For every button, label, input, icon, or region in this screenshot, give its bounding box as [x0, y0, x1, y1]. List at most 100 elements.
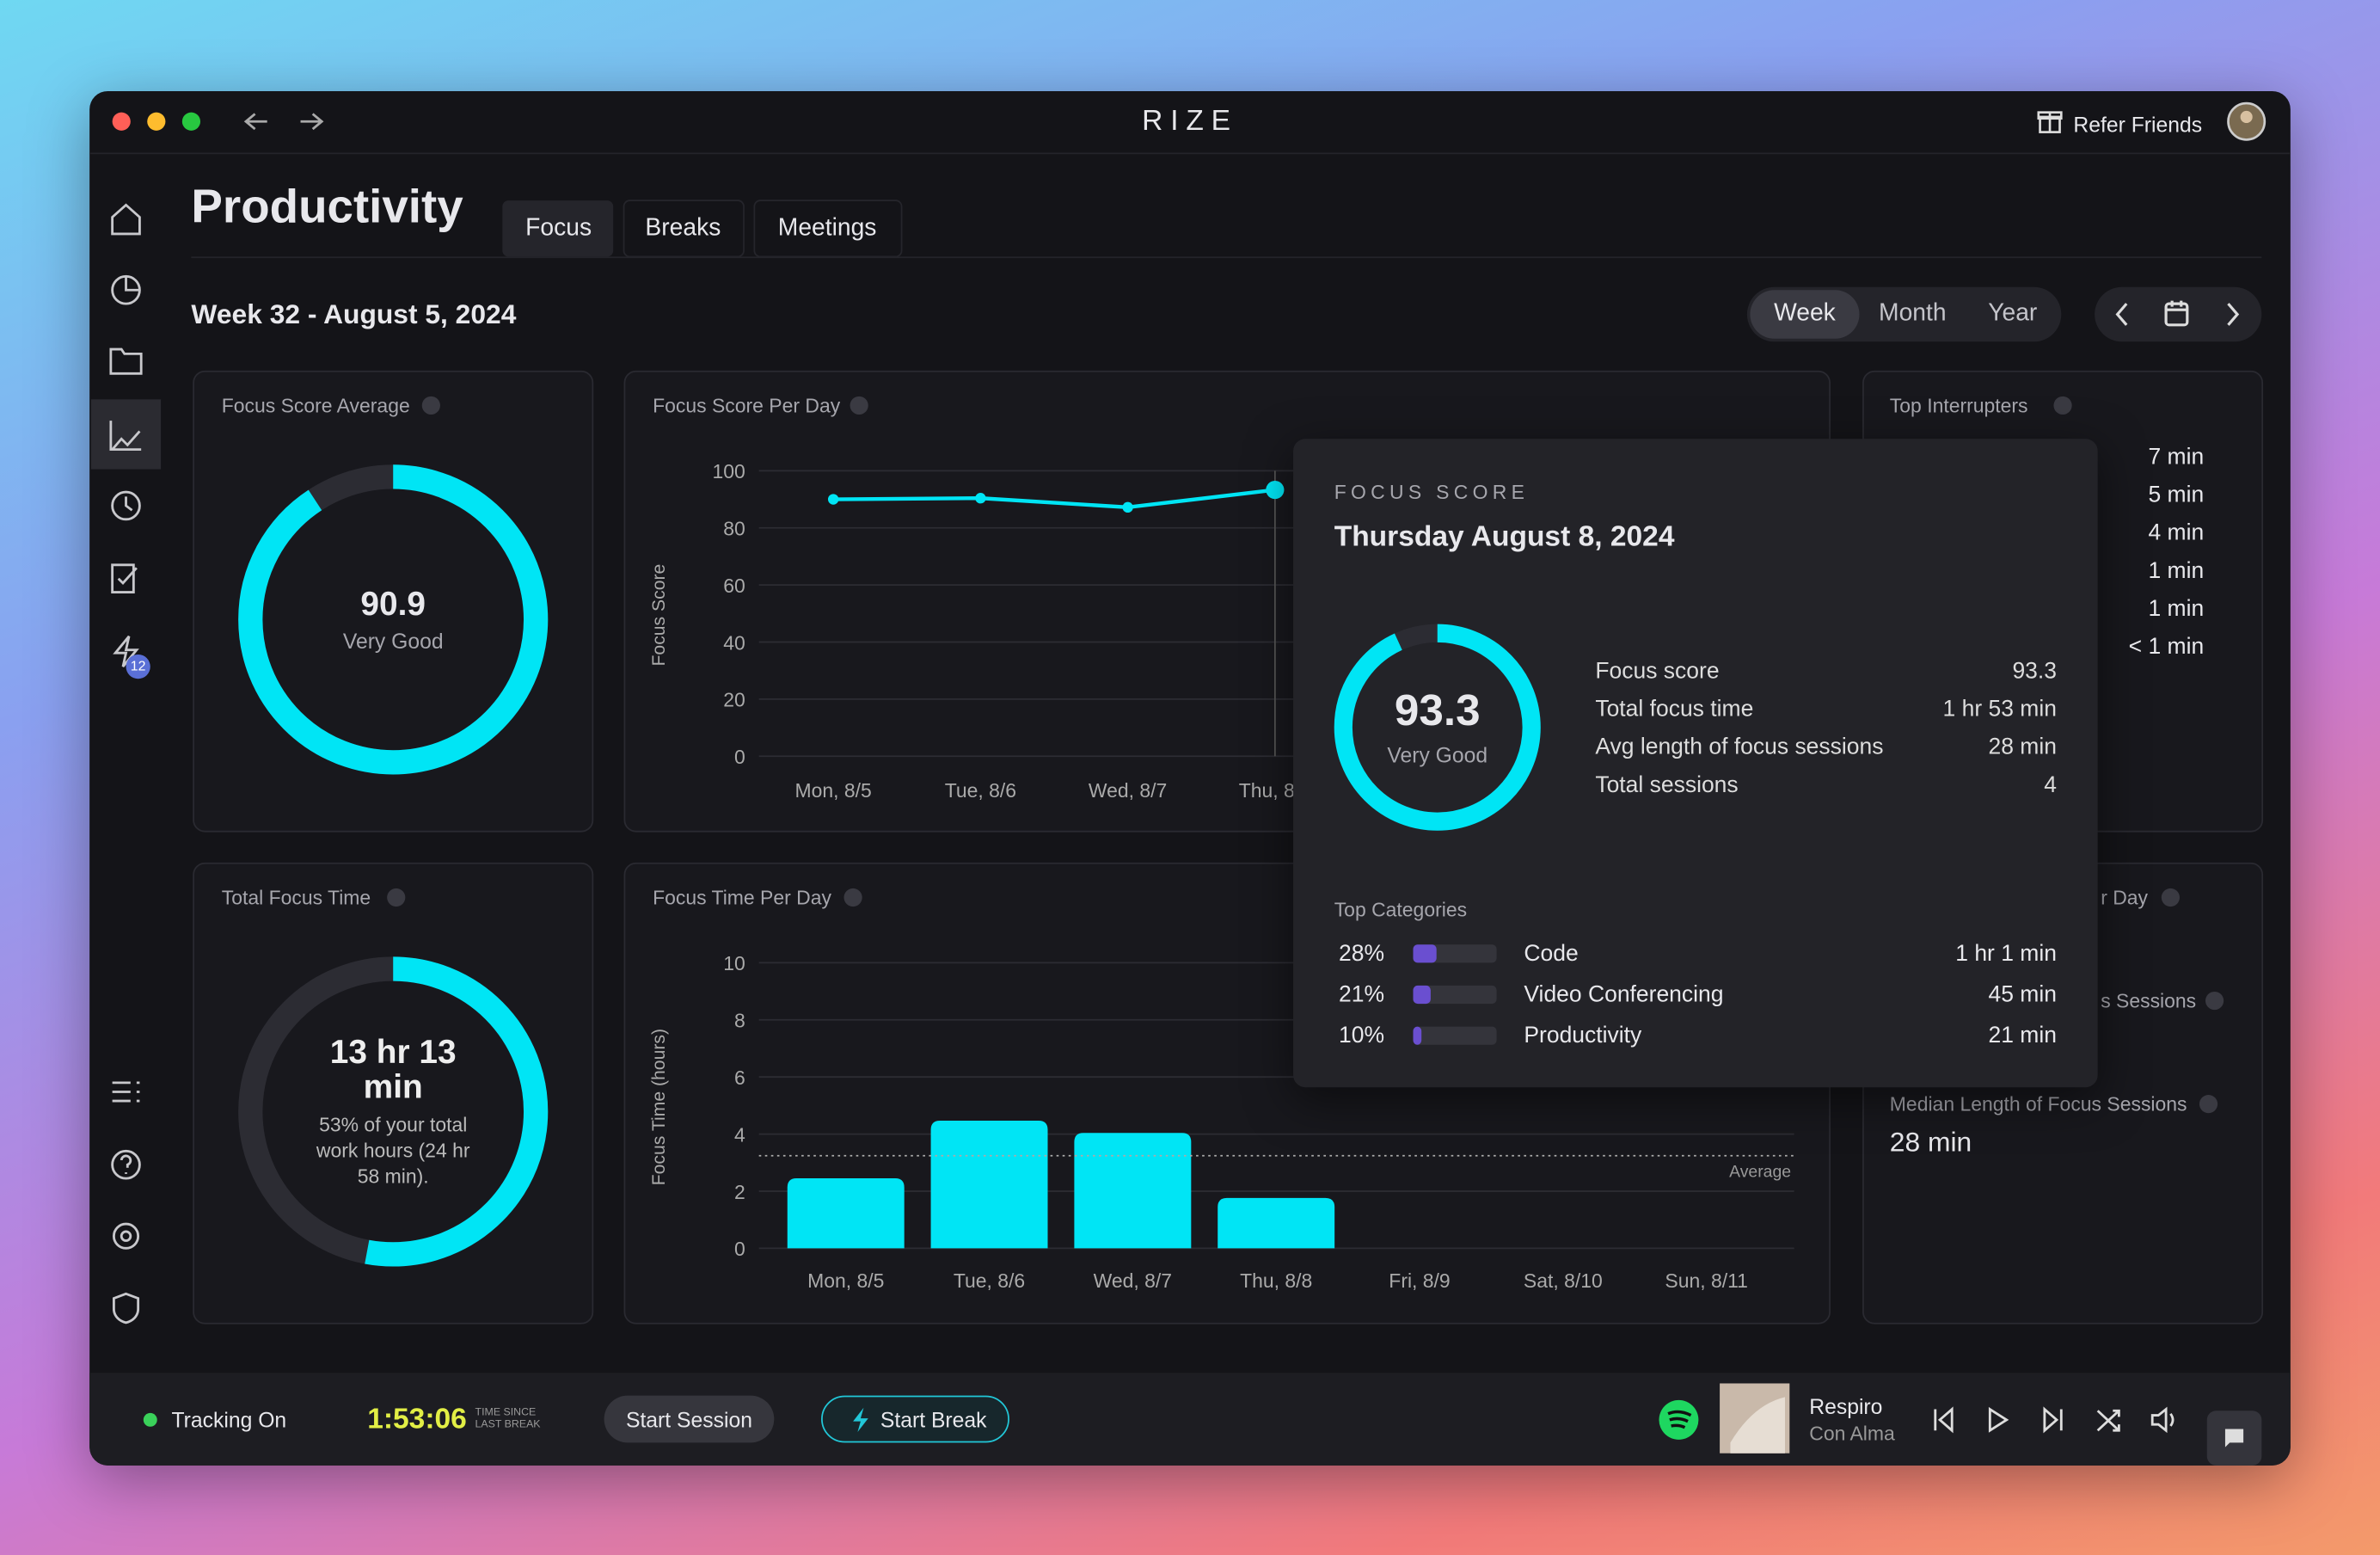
range-label[interactable]: Week — [1774, 300, 1836, 327]
previous-track[interactable] — [1934, 1406, 1954, 1434]
category-name: Productivity — [1524, 1023, 1642, 1049]
refer-link[interactable]: Refer Friends — [2073, 112, 2203, 137]
badge-count: 12 — [130, 658, 146, 674]
line — [833, 488, 1276, 510]
y-tick-label: 8 — [734, 1010, 745, 1032]
minimize-button[interactable] — [147, 112, 166, 131]
tab-label[interactable]: Meetings — [777, 215, 877, 242]
category-percent: 10% — [1339, 1023, 1385, 1049]
y-tick-label: 2 — [734, 1181, 745, 1203]
song-artist: Con Alma — [1809, 1422, 1895, 1445]
interrupter-time: 5 min — [2148, 482, 2205, 508]
category-percent: 21% — [1339, 981, 1385, 1008]
tooltip-date: Thursday August 8, 2024 — [1334, 521, 1675, 554]
button-label[interactable]: Start Break — [880, 1407, 987, 1432]
zoom-button[interactable] — [181, 112, 201, 131]
categories-title: Top Categories — [1334, 898, 1468, 921]
y-axis-label: Focus Score — [649, 564, 669, 667]
bar — [930, 1120, 1048, 1249]
category-bar — [1413, 1026, 1422, 1045]
prev-button[interactable] — [2115, 303, 2128, 326]
y-tick-label: 20 — [723, 689, 745, 711]
category-bar — [1413, 985, 1431, 1005]
tasks-icon[interactable] — [111, 563, 138, 594]
bar — [787, 1178, 905, 1249]
category-bar — [1413, 944, 1437, 963]
tab-active[interactable] — [502, 200, 614, 257]
card-title: Focus Score Per Day — [653, 394, 841, 417]
start-break-button[interactable] — [821, 1395, 1009, 1443]
note: of your total work hours (24 hr 58 min). — [316, 1113, 470, 1188]
point — [1122, 501, 1133, 513]
productivity-icon[interactable] — [109, 421, 142, 452]
stat-value: 1 hr 53 min — [1942, 696, 2057, 722]
bar — [1074, 1133, 1192, 1249]
interrupter-time: 4 min — [2148, 519, 2205, 546]
forward-button[interactable] — [300, 113, 324, 131]
y-tick-label: 40 — [723, 631, 745, 654]
timer-caption: TIME SINCE LAST BREAK — [475, 1407, 541, 1431]
tooltip-heading: FOCUS SCORE — [1334, 480, 1530, 504]
tracking-status: Tracking On — [171, 1407, 287, 1432]
back-button[interactable] — [243, 113, 267, 131]
stat-value: 28 min — [1889, 1127, 1972, 1158]
play[interactable] — [1988, 1406, 2009, 1433]
card-title: Focus Score Average — [221, 394, 410, 417]
range-label[interactable]: Month — [1879, 300, 1947, 327]
x-tick-label: Sat, 8/10 — [1524, 1269, 1603, 1292]
average-label: Average — [1729, 1163, 1791, 1182]
focus-time-note: 53% of your total work hours (24 hr 58 m… — [310, 1111, 476, 1189]
stat-label: Median Length of Focus Sessions — [1889, 1092, 2187, 1116]
interrupter-time: 1 min — [2148, 557, 2205, 584]
settings-icon[interactable] — [112, 1222, 140, 1250]
point — [975, 493, 986, 504]
stat-label: Avg length of focus sessions — [1595, 734, 1884, 760]
ring-value — [1334, 624, 1541, 831]
start-session-button[interactable] — [604, 1395, 775, 1443]
next-button[interactable] — [2227, 303, 2240, 326]
interrupter-time: 1 min — [2148, 596, 2205, 623]
category-percent: 28% — [1339, 940, 1385, 967]
next-track[interactable] — [2043, 1406, 2063, 1434]
ring-label: Very Good — [1387, 742, 1488, 767]
stat-value: 4 — [2044, 771, 2057, 798]
card-title: Top Interrupters — [1889, 394, 2028, 417]
sessions-icon[interactable] — [113, 635, 139, 668]
gift-icon — [2037, 111, 2063, 133]
home-icon[interactable] — [111, 203, 141, 236]
projects-icon[interactable] — [109, 347, 143, 375]
y-tick-label: 80 — [723, 518, 745, 540]
status-dot — [143, 1412, 157, 1427]
range-label[interactable]: Year — [1988, 300, 2038, 327]
ring-label: Very Good — [342, 628, 444, 654]
footer — [89, 1373, 2291, 1466]
button-label[interactable]: Start Session — [625, 1407, 752, 1432]
help-icons — [387, 396, 2224, 1114]
interrupter-time: < 1 min — [2128, 634, 2205, 661]
help-icon[interactable] — [111, 1149, 141, 1180]
menu-icon[interactable] — [112, 1081, 140, 1103]
stat-label: s Sessions — [2101, 989, 2197, 1012]
volume[interactable] — [2150, 1406, 2175, 1434]
history-icon[interactable] — [111, 490, 141, 521]
tab-label[interactable]: Focus — [525, 215, 592, 242]
tooltip: FOCUS SCORE Thursday August 8, 2024 93.3… — [1293, 439, 2098, 1088]
shuffle[interactable] — [2096, 1409, 2120, 1432]
y-tick-label: 6 — [734, 1066, 745, 1089]
app-title: RIZE — [1142, 105, 1238, 138]
tab-label[interactable]: Breaks — [645, 215, 721, 242]
page-title: Productivity — [191, 180, 463, 234]
close-button[interactable] — [112, 112, 131, 131]
y-tick-label: 0 — [734, 1238, 745, 1260]
stat-value: 93.3 — [2012, 658, 2057, 685]
stat-label: Focus score — [1595, 658, 1720, 685]
range-active[interactable] — [1750, 290, 1860, 339]
x-tick-label: Mon, 8/5 — [807, 1269, 884, 1292]
category-track — [1413, 985, 1497, 1005]
privacy-icon[interactable] — [112, 1292, 140, 1325]
calendar-button[interactable] — [2164, 302, 2189, 327]
